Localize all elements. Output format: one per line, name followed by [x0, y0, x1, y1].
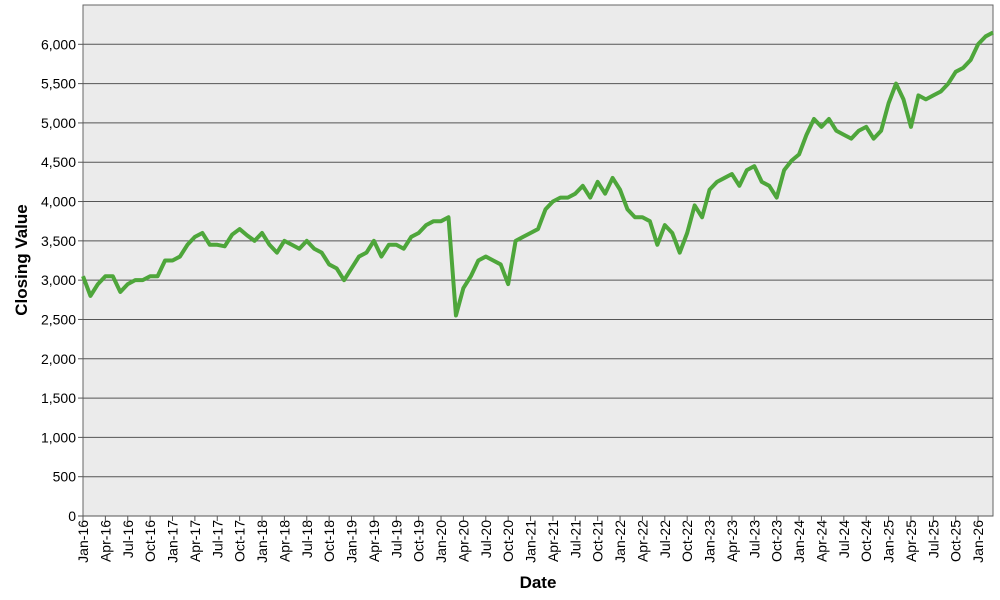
- x-tick-label: Jul-18: [299, 520, 315, 558]
- y-tick-label: 3,500: [41, 233, 76, 249]
- y-tick-label: 2,500: [41, 311, 76, 327]
- x-tick-label: Jul-21: [567, 520, 583, 558]
- y-tick-label: 3,000: [41, 272, 76, 288]
- x-tick-label: Apr-21: [545, 520, 561, 562]
- x-tick-label: Oct-19: [411, 520, 427, 562]
- x-tick-label: Jul-25: [925, 520, 941, 558]
- x-tick-label: Jan-23: [702, 520, 718, 563]
- x-tick-label: Jan-19: [344, 520, 360, 563]
- x-axis-title: Date: [520, 573, 557, 592]
- x-tick-label: Oct-20: [500, 520, 516, 562]
- x-tick-label: Jul-20: [478, 520, 494, 558]
- y-tick-label: 0: [68, 508, 76, 524]
- x-tick-label: Apr-24: [813, 520, 829, 562]
- x-tick-label: Jan-17: [165, 520, 181, 563]
- x-tick-label: Apr-19: [366, 520, 382, 562]
- x-tick-label: Jul-19: [388, 520, 404, 558]
- x-tick-label: Apr-22: [634, 520, 650, 562]
- y-tick-label: 1,500: [41, 390, 76, 406]
- x-tick-label: Jan-18: [254, 520, 270, 563]
- x-tick-label: Apr-25: [903, 520, 919, 562]
- x-tick-label: Jul-16: [120, 520, 136, 558]
- y-tick-label: 5,500: [41, 76, 76, 92]
- x-tick-label: Oct-22: [679, 520, 695, 562]
- x-tick-label: Jul-23: [746, 520, 762, 558]
- x-tick-label: Jul-17: [209, 520, 225, 558]
- x-tick-label: Oct-24: [858, 520, 874, 562]
- x-tick-label: Jul-22: [657, 520, 673, 558]
- x-tick-label: Jan-22: [612, 520, 628, 563]
- x-tick-label: Oct-25: [948, 520, 964, 562]
- x-tick-label: Oct-21: [590, 520, 606, 562]
- y-tick-label: 6,000: [41, 36, 76, 52]
- y-axis-title: Closing Value: [12, 204, 31, 315]
- y-tick-label: 2,000: [41, 351, 76, 367]
- x-tick-label: Jan-25: [881, 520, 897, 563]
- plot-area: [82, 4, 994, 517]
- x-tick-label: Apr-20: [455, 520, 471, 562]
- y-tick-label: 5,000: [41, 115, 76, 131]
- x-tick-label: Oct-23: [769, 520, 785, 562]
- x-tick-label: Oct-16: [142, 520, 158, 562]
- x-tick-label: Jan-21: [523, 520, 539, 563]
- x-tick-label: Apr-17: [187, 520, 203, 562]
- x-tick-label: Jan-16: [75, 520, 91, 563]
- x-tick-label: Apr-16: [97, 520, 113, 562]
- x-tick-label: Apr-23: [724, 520, 740, 562]
- x-tick-label: Jan-26: [970, 520, 986, 563]
- x-tick-label: Jan-24: [791, 520, 807, 563]
- y-tick-label: 4,000: [41, 194, 76, 210]
- x-tick-label: Apr-18: [276, 520, 292, 562]
- y-tick-label: 4,500: [41, 154, 76, 170]
- x-tick-label: Jul-24: [836, 520, 852, 558]
- x-tick-label: Jan-20: [433, 520, 449, 563]
- data-line: [81, 30, 994, 318]
- x-tick-label: Oct-18: [321, 520, 337, 562]
- y-tick-label: 500: [53, 469, 77, 485]
- x-tick-label: Oct-17: [232, 520, 248, 562]
- y-tick-label: 1,000: [41, 429, 76, 445]
